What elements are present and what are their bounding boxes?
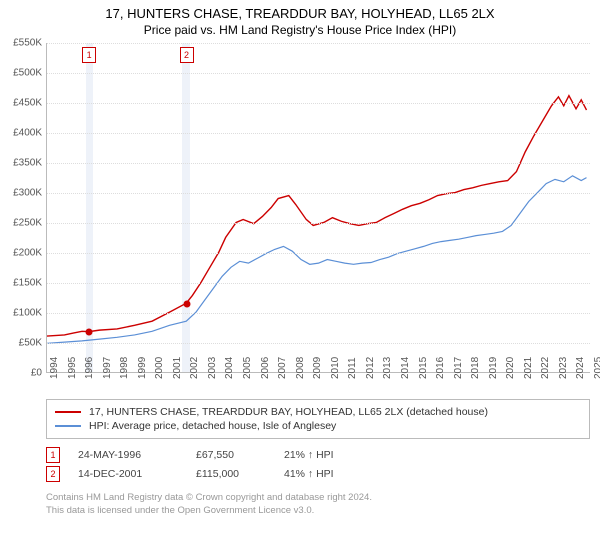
event-box-icon: 2	[46, 466, 60, 482]
x-tick-label: 1995	[67, 357, 85, 379]
x-tick-label: 2009	[312, 357, 330, 379]
gridline	[47, 193, 590, 194]
gridline	[47, 283, 590, 284]
legend-item-hpi: HPI: Average price, detached house, Isle…	[55, 420, 581, 432]
y-tick-label: £200K	[13, 248, 42, 259]
event-marker-1: 1	[82, 47, 96, 63]
footnote-line2: This data is licensed under the Open Gov…	[46, 505, 590, 518]
event-box-icon: 1	[46, 447, 60, 463]
legend: 17, HUNTERS CHASE, TREARDDUR BAY, HOLYHE…	[46, 399, 590, 439]
x-tick-label: 2005	[242, 357, 260, 379]
event-date: 24-MAY-1996	[78, 449, 178, 461]
x-tick-label: 2012	[365, 357, 383, 379]
y-tick-label: £400K	[13, 128, 42, 139]
footnote-line1: Contains HM Land Registry data © Crown c…	[46, 492, 590, 505]
y-tick-label: £450K	[13, 98, 42, 109]
chart-title-line2: Price paid vs. HM Land Registry's House …	[0, 23, 600, 37]
gridline	[47, 73, 590, 74]
gridline	[47, 253, 590, 254]
event-delta: 21% ↑ HPI	[284, 449, 334, 461]
chart-area: £0£50K£100K£150K£200K£250K£300K£350K£400…	[46, 43, 590, 393]
y-tick-label: £350K	[13, 158, 42, 169]
x-tick-label: 1999	[137, 357, 155, 379]
event-price: £67,550	[196, 449, 266, 461]
legend-label: HPI: Average price, detached house, Isle…	[89, 420, 336, 432]
y-tick-label: £0	[31, 368, 42, 379]
x-tick-label: 2000	[154, 357, 172, 379]
gridline	[47, 133, 590, 134]
event-price: £115,000	[196, 468, 266, 480]
x-tick-label: 2002	[189, 357, 207, 379]
gridline	[47, 223, 590, 224]
x-tick-label: 2010	[330, 357, 348, 379]
x-tick-label: 2015	[418, 357, 436, 379]
chart-lines	[47, 43, 590, 372]
x-tick-label: 2006	[260, 357, 278, 379]
event-delta: 41% ↑ HPI	[284, 468, 334, 480]
legend-swatch	[55, 411, 81, 413]
x-tick-label: 2011	[347, 357, 365, 379]
gridline	[47, 103, 590, 104]
x-tick-label: 2001	[172, 357, 190, 379]
x-tick-label: 1998	[119, 357, 137, 379]
x-tick-label: 2021	[523, 357, 541, 379]
x-tick-label: 2023	[558, 357, 576, 379]
legend-swatch	[55, 425, 81, 427]
event-row-1: 1 24-MAY-1996 £67,550 21% ↑ HPI	[46, 447, 590, 463]
x-tick-label: 1994	[49, 357, 67, 379]
y-tick-label: £250K	[13, 218, 42, 229]
x-tick-label: 2007	[277, 357, 295, 379]
event-marker-2: 2	[180, 47, 194, 63]
legend-label: 17, HUNTERS CHASE, TREARDDUR BAY, HOLYHE…	[89, 406, 488, 418]
chart-title-line1: 17, HUNTERS CHASE, TREARDDUR BAY, HOLYHE…	[0, 6, 600, 21]
x-tick-label: 2017	[453, 357, 471, 379]
x-tick-label: 2019	[488, 357, 506, 379]
series-hpi	[47, 176, 587, 343]
gridline	[47, 343, 590, 344]
gridline	[47, 163, 590, 164]
x-tick-label: 2008	[295, 357, 313, 379]
x-tick-label: 1996	[84, 357, 102, 379]
event-point-2	[183, 301, 190, 308]
x-tick-label: 1997	[102, 357, 120, 379]
x-tick-label: 2016	[435, 357, 453, 379]
events-table: 1 24-MAY-1996 £67,550 21% ↑ HPI 2 14-DEC-2001…	[46, 447, 590, 482]
x-tick-label: 2018	[470, 357, 488, 379]
plot-area: 12	[46, 43, 590, 373]
x-tick-label: 2024	[575, 357, 593, 379]
x-tick-label: 2020	[505, 357, 523, 379]
gridline	[47, 313, 590, 314]
x-axis: 1994199519961997199819992000200120022003…	[46, 373, 590, 393]
event-point-1	[86, 329, 93, 336]
y-axis: £0£50K£100K£150K£200K£250K£300K£350K£400…	[0, 43, 44, 373]
x-tick-label: 2003	[207, 357, 225, 379]
y-tick-label: £300K	[13, 188, 42, 199]
x-tick-label: 2025	[593, 357, 600, 379]
event-date: 14-DEC-2001	[78, 468, 178, 480]
footnote: Contains HM Land Registry data © Crown c…	[46, 492, 590, 518]
y-tick-label: £100K	[13, 308, 42, 319]
y-tick-label: £550K	[13, 38, 42, 49]
chart-title-block: 17, HUNTERS CHASE, TREARDDUR BAY, HOLYHE…	[0, 0, 600, 37]
gridline	[47, 43, 590, 44]
x-tick-label: 2022	[540, 357, 558, 379]
y-tick-label: £50K	[19, 338, 42, 349]
series-property	[47, 96, 587, 336]
x-tick-label: 2013	[382, 357, 400, 379]
y-tick-label: £500K	[13, 68, 42, 79]
x-tick-label: 2004	[224, 357, 242, 379]
y-tick-label: £150K	[13, 278, 42, 289]
x-tick-label: 2014	[400, 357, 418, 379]
event-row-2: 2 14-DEC-2001 £115,000 41% ↑ HPI	[46, 466, 590, 482]
legend-item-property: 17, HUNTERS CHASE, TREARDDUR BAY, HOLYHE…	[55, 406, 581, 418]
